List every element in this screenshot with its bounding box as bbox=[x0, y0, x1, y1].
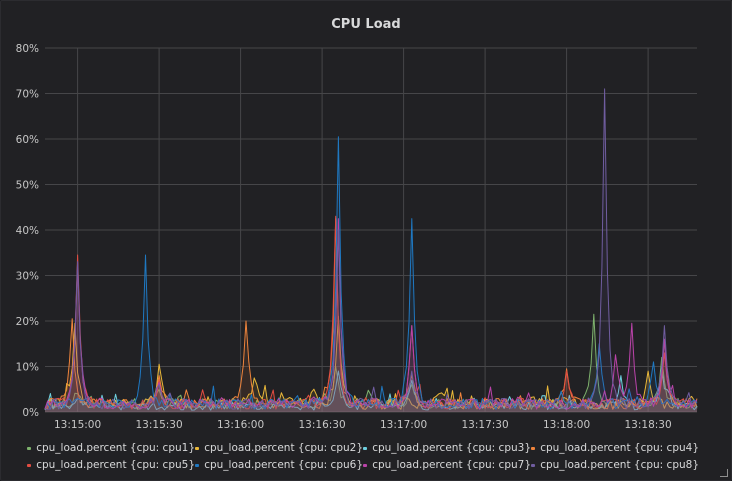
series-6 bbox=[44, 136, 698, 412]
series-8 bbox=[44, 88, 698, 413]
x-gridlines bbox=[77, 48, 649, 412]
y-tick-label: 30% bbox=[16, 271, 39, 283]
x-tick-label: 13:17:00 bbox=[380, 419, 427, 431]
legend-label: cpu_load.percent {cpu: cpu2} bbox=[204, 442, 363, 454]
legend-label: cpu_load.percent {cpu: cpu3} bbox=[372, 442, 531, 454]
legend-label: cpu_load.percent {cpu: cpu1} bbox=[36, 442, 195, 454]
legend-item[interactable]: cpu_load.percent {cpu: cpu8} bbox=[531, 458, 699, 472]
y-tick-label: 10% bbox=[16, 362, 39, 374]
y-tick-label: 60% bbox=[16, 134, 39, 146]
x-tick-label: 13:15:30 bbox=[136, 419, 183, 431]
legend-label: cpu_load.percent {cpu: cpu6} bbox=[204, 459, 363, 471]
y-tick-label: 70% bbox=[16, 89, 39, 101]
legend-item[interactable]: cpu_load.percent {cpu: cpu1} bbox=[27, 441, 195, 455]
series-line[interactable] bbox=[44, 88, 698, 410]
legend-label: cpu_load.percent {cpu: cpu4} bbox=[540, 442, 699, 454]
y-tick-label: 50% bbox=[16, 180, 39, 192]
legend-item[interactable]: cpu_load.percent {cpu: cpu5} bbox=[27, 458, 195, 472]
y-tick-label: 40% bbox=[16, 225, 39, 237]
legend: cpu_load.percent {cpu: cpu1} cpu_load.per… bbox=[27, 441, 717, 472]
legend-swatch bbox=[27, 446, 32, 450]
legend-swatch bbox=[531, 446, 536, 450]
x-tick-label: 13:16:30 bbox=[299, 419, 346, 431]
legend-label: cpu_load.percent {cpu: cpu7} bbox=[372, 459, 531, 471]
x-tick-label: 13:18:00 bbox=[543, 419, 590, 431]
x-tick-label: 13:15:00 bbox=[54, 419, 101, 431]
x-tick-label: 13:18:30 bbox=[625, 419, 672, 431]
legend-item[interactable]: cpu_load.percent {cpu: cpu2} bbox=[195, 441, 363, 455]
y-gridlines bbox=[45, 47, 697, 413]
legend-item[interactable]: cpu_load.percent {cpu: cpu7} bbox=[363, 458, 531, 472]
x-tick-label: 13:16:00 bbox=[217, 419, 264, 431]
legend-swatch bbox=[531, 463, 536, 467]
series-layer bbox=[44, 88, 698, 413]
resize-handle-icon[interactable] bbox=[720, 469, 728, 477]
legend-label: cpu_load.percent {cpu: cpu5} bbox=[36, 459, 195, 471]
series-area bbox=[45, 218, 697, 412]
series-line[interactable] bbox=[44, 136, 698, 410]
y-axis-labels: 0% 10% 20% 30% 40% 50% 60% 70% 80% bbox=[16, 43, 39, 419]
y-tick-label: 20% bbox=[16, 316, 39, 328]
legend-swatch bbox=[27, 463, 32, 467]
x-tick-label: 13:17:30 bbox=[462, 419, 509, 431]
legend-swatch bbox=[363, 463, 368, 467]
legend-swatch bbox=[363, 446, 368, 450]
y-tick-label: 80% bbox=[16, 43, 39, 55]
legend-item[interactable]: cpu_load.percent {cpu: cpu4} bbox=[531, 441, 699, 455]
legend-swatch bbox=[195, 446, 200, 450]
legend-label: cpu_load.percent {cpu: cpu8} bbox=[540, 459, 699, 471]
legend-item[interactable]: cpu_load.percent {cpu: cpu6} bbox=[195, 458, 363, 472]
legend-item[interactable]: cpu_load.percent {cpu: cpu3} bbox=[363, 441, 531, 455]
legend-swatch bbox=[195, 463, 200, 467]
x-axis-labels: 13:15:00 13:15:30 13:16:00 13:16:30 13:17:00… bbox=[54, 419, 672, 431]
panel-title[interactable]: CPU Load bbox=[331, 17, 401, 32]
y-tick-label: 0% bbox=[22, 407, 39, 419]
